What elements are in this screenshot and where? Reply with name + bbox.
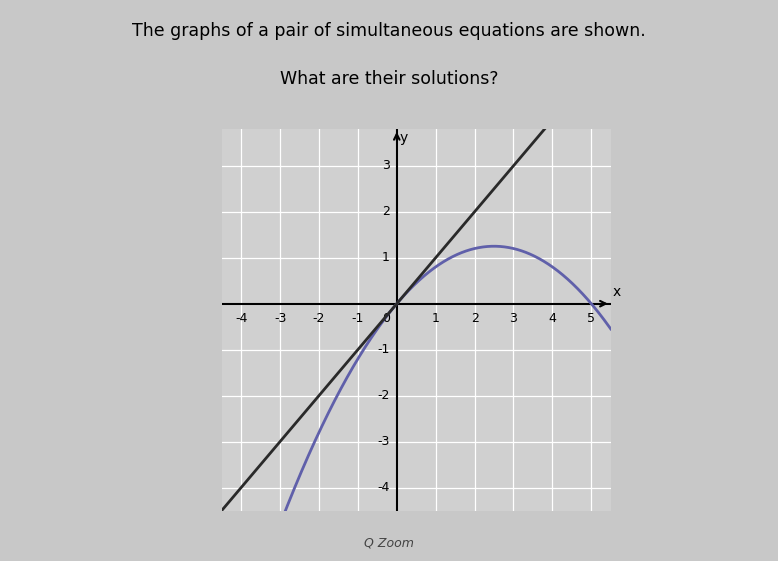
Text: 4: 4 <box>548 312 556 325</box>
Text: The graphs of a pair of simultaneous equations are shown.: The graphs of a pair of simultaneous equ… <box>132 22 646 40</box>
Text: -1: -1 <box>377 343 390 356</box>
Text: 3: 3 <box>382 159 390 172</box>
Text: 5: 5 <box>587 312 595 325</box>
Text: 2: 2 <box>382 205 390 218</box>
Text: What are their solutions?: What are their solutions? <box>280 70 498 88</box>
Text: -4: -4 <box>235 312 247 325</box>
Text: 1: 1 <box>432 312 440 325</box>
Text: -1: -1 <box>352 312 364 325</box>
Text: -2: -2 <box>313 312 325 325</box>
Text: 3: 3 <box>510 312 517 325</box>
Text: -4: -4 <box>377 481 390 494</box>
Text: -3: -3 <box>274 312 286 325</box>
Text: -3: -3 <box>377 435 390 448</box>
Text: 2: 2 <box>471 312 478 325</box>
Text: Q Zoom: Q Zoom <box>364 537 414 550</box>
Text: y: y <box>400 131 408 145</box>
Text: 0: 0 <box>382 312 390 325</box>
Text: 1: 1 <box>382 251 390 264</box>
Text: -2: -2 <box>377 389 390 402</box>
Text: x: x <box>612 285 621 299</box>
